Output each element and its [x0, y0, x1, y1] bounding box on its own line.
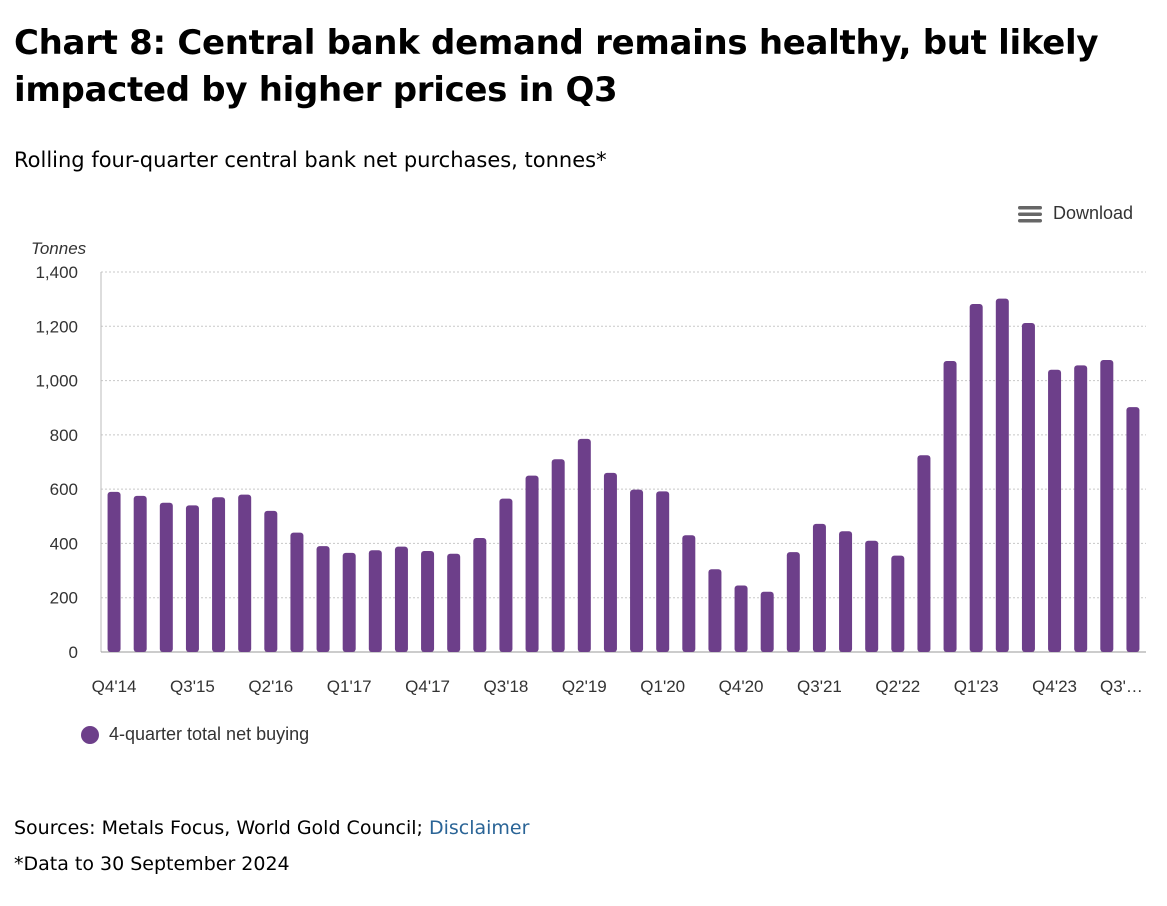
x-tick-label: Q3'21	[797, 677, 842, 696]
page-title: Chart 8: Central bank demand remains hea…	[14, 23, 1099, 110]
bar[interactable]	[212, 497, 226, 652]
bar[interactable]	[812, 523, 826, 652]
bar[interactable]	[159, 502, 173, 652]
bar[interactable]	[682, 535, 696, 652]
x-tick-label: Q2'19	[562, 677, 607, 696]
bar[interactable]	[264, 510, 278, 652]
download-label: Download	[1053, 203, 1134, 223]
bar[interactable]	[1126, 407, 1140, 652]
bar[interactable]	[1021, 323, 1035, 652]
gridlines	[100, 271, 1146, 653]
bar[interactable]	[995, 298, 1009, 652]
x-tick-label: Q4'14	[92, 677, 137, 696]
bar[interactable]	[891, 555, 905, 652]
y-tick-label: 1,200	[35, 317, 78, 336]
x-tick-label: Q2'16	[248, 677, 293, 696]
x-tick-label: Q4'23	[1032, 677, 1077, 696]
bar[interactable]	[969, 304, 983, 652]
y-tick-label: 1,400	[35, 263, 78, 282]
x-axis-ticks: Q4'14 Q3'15 Q2'16 Q1'17 Q4'17 Q3'18 Q2'19 Q1'20…	[92, 677, 1143, 696]
bar[interactable]	[943, 361, 957, 652]
x-tick-label: Q1'17	[327, 677, 372, 696]
y-tick-label: 800	[50, 426, 78, 445]
footnote: *Data to 30 September 2024	[14, 853, 290, 875]
disclaimer-link[interactable]: Disclaimer	[428, 817, 530, 839]
bar[interactable]	[708, 569, 722, 652]
bar[interactable]	[917, 455, 931, 652]
bar[interactable]	[865, 540, 879, 652]
bar-chart: Tonnes 0 200 400 600 800 1,000 1,200 1,400 Q4'1…	[31, 239, 1146, 696]
x-tick-label: Q4'17	[405, 677, 450, 696]
bar[interactable]	[342, 552, 356, 652]
bar[interactable]	[1100, 359, 1114, 652]
sources-text: Sources: Metals Focus, World Gold Counci…	[14, 817, 429, 839]
bar[interactable]	[786, 552, 800, 652]
bar-series	[107, 298, 1140, 653]
bar[interactable]	[185, 505, 199, 652]
y-axis-title: Tonnes	[31, 239, 87, 258]
y-tick-label: 600	[50, 480, 78, 499]
bar[interactable]	[133, 495, 147, 652]
bar[interactable]	[447, 553, 461, 652]
bar[interactable]	[421, 551, 435, 652]
x-tick-label: Q4'20	[719, 677, 764, 696]
bar[interactable]	[290, 532, 304, 652]
bar[interactable]	[551, 459, 565, 652]
legend-label: 4-quarter total net buying	[109, 724, 310, 744]
y-tick-label: 0	[69, 643, 78, 662]
bar[interactable]	[238, 494, 252, 652]
x-tick-label: Q1'20	[640, 677, 685, 696]
x-tick-label: Q3'15	[170, 677, 215, 696]
bar[interactable]	[1048, 369, 1062, 652]
bar[interactable]	[577, 438, 591, 652]
download-button[interactable]: Download	[1017, 203, 1133, 224]
bar[interactable]	[368, 550, 382, 652]
bar[interactable]	[760, 591, 774, 652]
legend-item[interactable]: 4-quarter total net buying	[81, 724, 309, 745]
legend-marker	[81, 725, 99, 744]
bar[interactable]	[734, 585, 748, 653]
x-tick-label: Q1'23	[954, 677, 999, 696]
x-tick-label: Q2'22	[875, 677, 920, 696]
x-tick-label: Q3'18	[484, 677, 529, 696]
y-tick-label: 200	[50, 589, 78, 608]
menu-icon	[1017, 204, 1043, 224]
sources-note: Sources: Metals Focus, World Gold Counci…	[14, 815, 529, 841]
bar[interactable]	[630, 489, 644, 652]
chart-subtitle: Rolling four-quarter central bank net pu…	[14, 148, 607, 172]
y-tick-label: 1,000	[35, 372, 78, 391]
bar[interactable]	[525, 475, 539, 652]
bar[interactable]	[316, 546, 330, 652]
bar[interactable]	[107, 491, 121, 652]
bar[interactable]	[473, 538, 487, 652]
bar[interactable]	[603, 472, 617, 652]
bar[interactable]	[1074, 365, 1088, 652]
x-tick-label: Q3'…	[1100, 677, 1143, 696]
bar[interactable]	[499, 498, 513, 652]
bar[interactable]	[394, 546, 408, 652]
y-tick-label: 400	[50, 534, 78, 553]
bar[interactable]	[656, 491, 670, 652]
y-axis-ticks: 0 200 400 600 800 1,000 1,200 1,400	[35, 263, 78, 662]
bar[interactable]	[839, 531, 853, 652]
